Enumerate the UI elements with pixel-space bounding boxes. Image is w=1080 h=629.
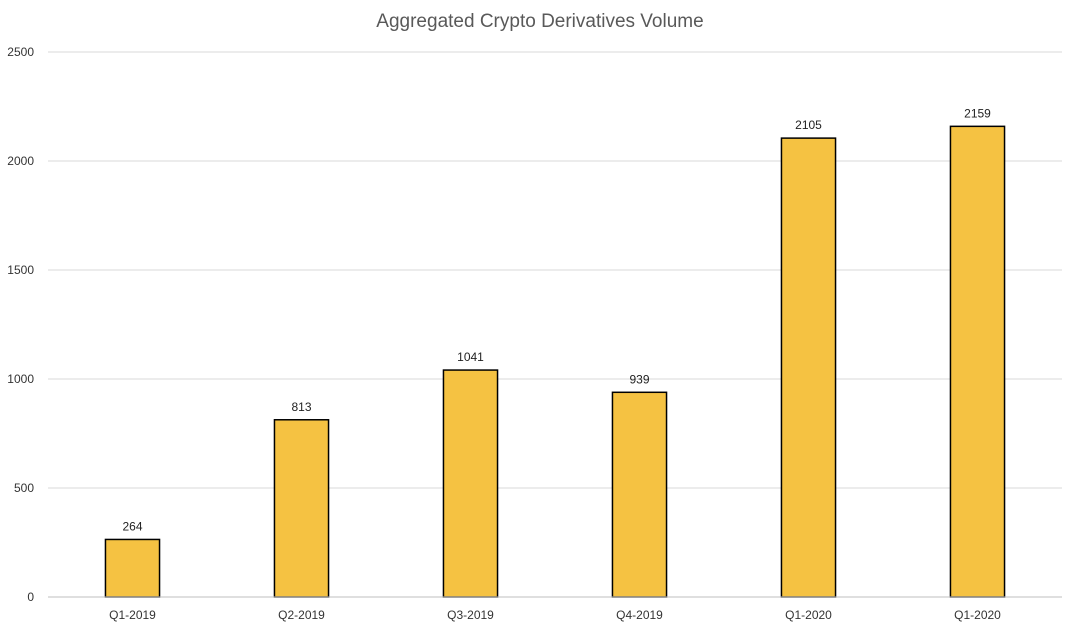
bar — [104, 538, 161, 598]
bar — [780, 137, 837, 598]
x-tick-label: Q2-2019 — [278, 608, 325, 622]
data-label: 2105 — [795, 118, 822, 132]
x-tick-label: Q3-2019 — [447, 608, 494, 622]
gridlines — [48, 51, 1062, 489]
x-tick-label: Q1-2019 — [109, 608, 156, 622]
chart-title: Aggregated Crypto Derivatives Volume — [376, 11, 703, 32]
y-tick-label: 2000 — [7, 154, 34, 168]
x-tick-label: Q4-2019 — [616, 608, 663, 622]
x-tick-label: Q1-2020 — [785, 608, 832, 622]
bar — [949, 125, 1006, 598]
data-label: 2159 — [964, 106, 991, 120]
data-label: 264 — [122, 519, 142, 533]
y-tick-label: 0 — [27, 590, 34, 604]
bar — [442, 369, 499, 598]
y-tick-label: 500 — [14, 481, 34, 495]
y-tick-label: 1500 — [7, 263, 34, 277]
data-label: 1041 — [457, 350, 484, 364]
x-tick-label: Q1-2020 — [954, 608, 1001, 622]
data-label: 813 — [291, 400, 311, 414]
bar — [273, 419, 330, 598]
y-tick-label: 2500 — [7, 45, 34, 59]
data-label: 939 — [629, 372, 649, 386]
bar — [611, 391, 668, 598]
y-tick-label: 1000 — [7, 372, 34, 386]
data-labels: 264 813 1041 939 2105 2159 — [122, 106, 991, 533]
y-axis-ticks: 0 500 1000 1500 2000 2500 — [7, 45, 34, 604]
x-axis-ticks: Q1-2019 Q2-2019 Q3-2019 Q4-2019 Q1-2020 Q1-20… — [109, 608, 1001, 622]
bars — [104, 125, 1006, 598]
